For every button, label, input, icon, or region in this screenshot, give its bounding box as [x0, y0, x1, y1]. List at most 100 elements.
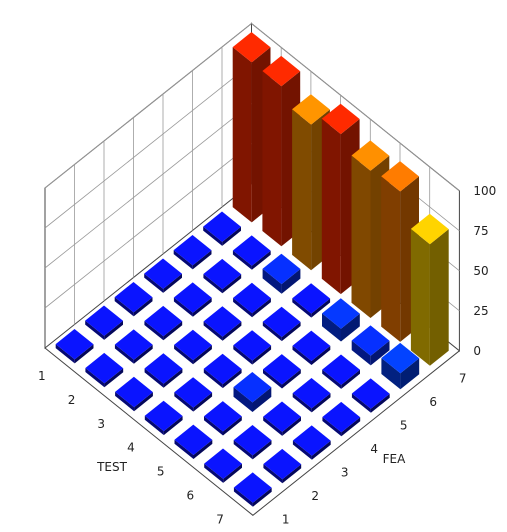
bar-face-right	[203, 321, 223, 341]
bar-face-top	[85, 305, 123, 336]
bar-t2-f1	[85, 352, 124, 388]
bar-face-top	[322, 298, 360, 329]
bar-face-left	[281, 322, 301, 342]
bar-face-left	[282, 464, 302, 484]
grid-line-z	[44, 22, 460, 192]
bar-face-top	[351, 140, 390, 171]
bar-face-left	[341, 417, 361, 437]
bar-t5-f2	[204, 401, 242, 436]
bar-t3-f6	[262, 253, 301, 294]
bar-face-right	[322, 313, 341, 342]
bar-t3-f5	[233, 282, 271, 318]
bar-face-right	[381, 358, 401, 390]
bar-face-top	[292, 330, 331, 361]
bar-face-top	[351, 325, 390, 356]
bar-face-left	[223, 463, 242, 483]
bar-face-left	[341, 369, 360, 389]
bar-face-right	[263, 369, 282, 389]
bar-t2-f3	[144, 305, 183, 341]
bar-face-left	[429, 229, 449, 366]
bar-t2-f6	[232, 235, 271, 270]
bar-face-top	[292, 378, 331, 409]
bar-face-right	[233, 345, 253, 365]
bar-face-top	[115, 376, 153, 408]
bar-t3-f1	[115, 376, 153, 412]
bar-face-top	[351, 378, 390, 409]
bar-t5-f3	[233, 372, 272, 412]
bar-face-right	[174, 344, 194, 365]
bar-face-top	[322, 401, 361, 433]
bar-face-left	[193, 439, 213, 459]
bar-face-right	[204, 416, 223, 436]
bar-face-top	[173, 282, 212, 313]
bar-face-left	[223, 416, 242, 436]
bar-face-left	[311, 345, 331, 365]
bar-face-right	[144, 415, 164, 436]
bar-face-top	[174, 329, 212, 361]
bar-face-top	[204, 448, 242, 479]
bar-face-left	[252, 298, 271, 318]
bar-face-right	[292, 345, 312, 365]
fea-tick-label: 3	[341, 466, 349, 480]
bar-face-right	[321, 118, 341, 295]
bar-face-left	[370, 340, 390, 366]
bar-face-left	[74, 344, 94, 364]
bar-face-right	[115, 391, 135, 412]
test-tick-label: 6	[187, 488, 195, 502]
bar-face-right	[203, 274, 223, 294]
bar-face-top	[232, 32, 271, 63]
bar-face-top	[144, 353, 183, 384]
bar-face-top	[381, 342, 420, 374]
bar-face-left	[311, 393, 331, 413]
bar-face-top	[410, 213, 449, 245]
bar-face-left	[370, 393, 390, 413]
bar-face-top	[233, 330, 272, 361]
bar-t7-f2	[263, 448, 302, 484]
bar-face-right	[173, 297, 193, 317]
bar-face-top	[144, 305, 183, 337]
bar-t6-f4	[292, 378, 331, 413]
fea-tick-label: 7	[459, 372, 467, 386]
bar-face-top	[263, 401, 301, 432]
bar-face-right	[85, 368, 105, 388]
bar-face-right	[292, 109, 312, 271]
bar-face-right	[144, 368, 164, 388]
bar-face-left	[133, 344, 153, 364]
bar-face-top	[262, 306, 301, 338]
test-tick-label: 5	[157, 465, 165, 479]
bar-face-right	[203, 226, 223, 246]
fea-tick-label: 5	[400, 419, 408, 433]
bar-t1-f4	[144, 258, 182, 293]
bar-face-right	[204, 463, 224, 483]
bar-t7-f5	[351, 378, 390, 413]
bar-face-right	[351, 155, 371, 318]
bar-face-left	[104, 320, 123, 340]
bar-face-left	[311, 298, 331, 318]
bar-face-left	[252, 387, 272, 412]
bar-face-top	[174, 424, 213, 455]
bar-face-right	[114, 297, 134, 317]
bar-face-right	[292, 393, 312, 413]
bar-t4-f1	[144, 400, 183, 436]
bar-face-top	[292, 425, 331, 456]
bar-face-left	[311, 440, 331, 460]
bar-face-top	[85, 352, 124, 384]
bar-face-left	[163, 273, 182, 293]
bar-face-right	[233, 297, 253, 318]
bar-face-top	[292, 283, 331, 314]
bar-t1-f1	[55, 329, 94, 364]
bar-face-left	[163, 416, 183, 436]
bar-face-right	[144, 273, 164, 293]
bar-face-left	[133, 297, 153, 317]
bar-face-top	[144, 258, 182, 289]
bar-face-right	[262, 268, 282, 294]
bar-face-right	[351, 393, 371, 413]
bar-face-top	[233, 472, 272, 503]
bar-t2-f7	[262, 55, 301, 247]
bar-face-right	[233, 440, 253, 460]
bar-face-left	[222, 369, 242, 389]
bar-face-right	[410, 228, 430, 366]
bar-t5-f6	[322, 298, 360, 342]
